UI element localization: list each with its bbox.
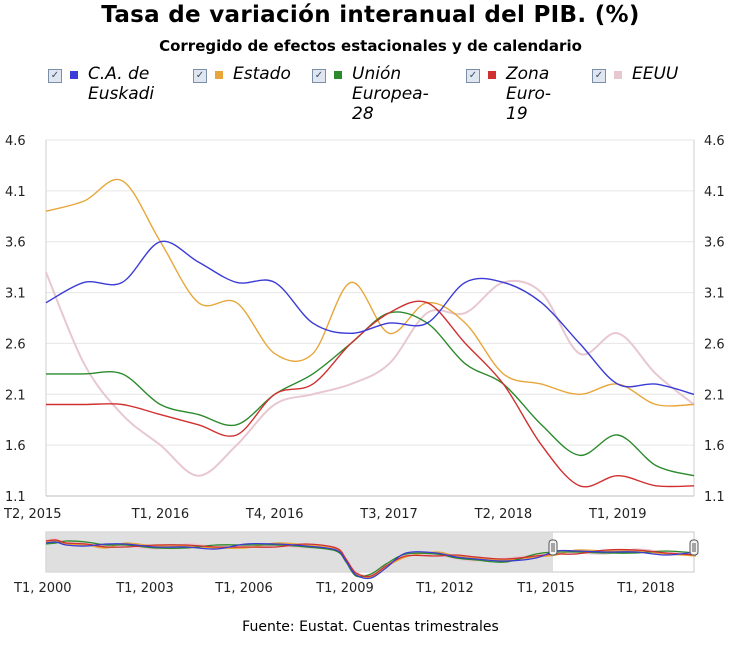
legend-item-union-europea[interactable]: ✓ Unión Europea- 28 (312, 64, 429, 124)
navigator-tick-label: T1, 2015 (516, 581, 575, 596)
x-tick-label: T2, 2018 (474, 507, 533, 522)
y-tick-label-left: 2.6 (5, 337, 26, 352)
x-tick-label: T2, 2015 (3, 507, 62, 522)
navigator-tick-label: T1, 2009 (315, 581, 374, 596)
legend-checkbox[interactable]: ✓ (312, 69, 326, 83)
navigator-series (45, 540, 697, 578)
legend-swatch (614, 71, 622, 79)
y-tick-label-right: 3.6 (704, 236, 725, 251)
y-tick-label-left: 4.6 (5, 134, 26, 149)
y-tick-label-right: 1.1 (704, 490, 725, 505)
legend-checkbox[interactable]: ✓ (48, 69, 62, 83)
y-tick-label-right: 1.6 (704, 439, 725, 454)
y-tick-label-left: 3.6 (5, 236, 26, 251)
series-line-3 (46, 300, 695, 488)
navigator-series (45, 539, 697, 578)
navigator-right-handle[interactable] (689, 539, 699, 556)
legend-item-estado[interactable]: ✓ Estado (193, 64, 291, 84)
y-tick-label-right: 3.1 (704, 287, 725, 302)
navigator-tick-label: T1, 2006 (214, 581, 273, 596)
y-tick-label-left: 1.6 (5, 439, 26, 454)
navigator-series (45, 541, 697, 580)
x-tick-label: T1, 2019 (588, 507, 647, 522)
series-line-2 (45, 311, 695, 477)
y-tick-label-right: 4.1 (704, 185, 725, 200)
navigator-mask (46, 532, 553, 572)
legend-item-zona-euro[interactable]: ✓ Zona Euro- 19 (466, 64, 551, 124)
legend-checkbox[interactable]: ✓ (193, 69, 207, 83)
legend-swatch (334, 71, 342, 79)
legend-label: Estado (233, 64, 291, 84)
source-note: Fuente: Eustat. Cuentas trimestrales (242, 619, 499, 635)
legend-swatch (215, 71, 223, 79)
y-tick-label-right: 2.6 (704, 337, 725, 352)
chart-title: Tasa de variación interanual del PIB. (%… (101, 2, 640, 28)
legend-label: EEUU (632, 64, 679, 84)
y-tick-label-right: 2.1 (704, 388, 725, 403)
series-line-4 (45, 271, 695, 477)
y-tick-label-right: 4.6 (704, 134, 725, 149)
navigator-tick-label: T1, 2000 (13, 581, 72, 596)
legend-swatch (488, 71, 496, 79)
navigator-tick-label: T1, 2012 (415, 581, 474, 596)
x-tick-label: T1, 2016 (131, 507, 190, 522)
legend-swatch (70, 71, 78, 79)
legend-checkbox[interactable]: ✓ (466, 69, 480, 83)
navigator-tick-label: T1, 2003 (115, 581, 174, 596)
y-tick-label-left: 1.1 (5, 490, 26, 505)
y-tick-label-left: 4.1 (5, 185, 26, 200)
y-tick-label-left: 2.1 (5, 388, 26, 403)
x-tick-label: T4, 2016 (245, 507, 304, 522)
navigator-series (45, 538, 697, 577)
navigator-left-handle[interactable] (548, 539, 558, 556)
y-tick-label-left: 3.1 (5, 287, 26, 302)
series-line-1 (45, 178, 695, 407)
chart-subtitle: Corregido de efectos estacionales y de c… (159, 37, 582, 55)
series-line-0 (45, 240, 695, 395)
legend-item-euskadi[interactable]: ✓ C.A. de Euskadi (48, 64, 154, 104)
legend-item-eeuu[interactable]: ✓ EEUU (592, 64, 678, 84)
x-tick-label: T3, 2017 (359, 507, 418, 522)
legend-label: Zona Euro- 19 (506, 64, 552, 124)
legend-checkbox[interactable]: ✓ (592, 69, 606, 83)
legend-label: C.A. de Euskadi (88, 64, 155, 104)
legend-label: Unión Europea- 28 (352, 64, 429, 124)
navigator-tick-label: T1, 2018 (616, 581, 675, 596)
